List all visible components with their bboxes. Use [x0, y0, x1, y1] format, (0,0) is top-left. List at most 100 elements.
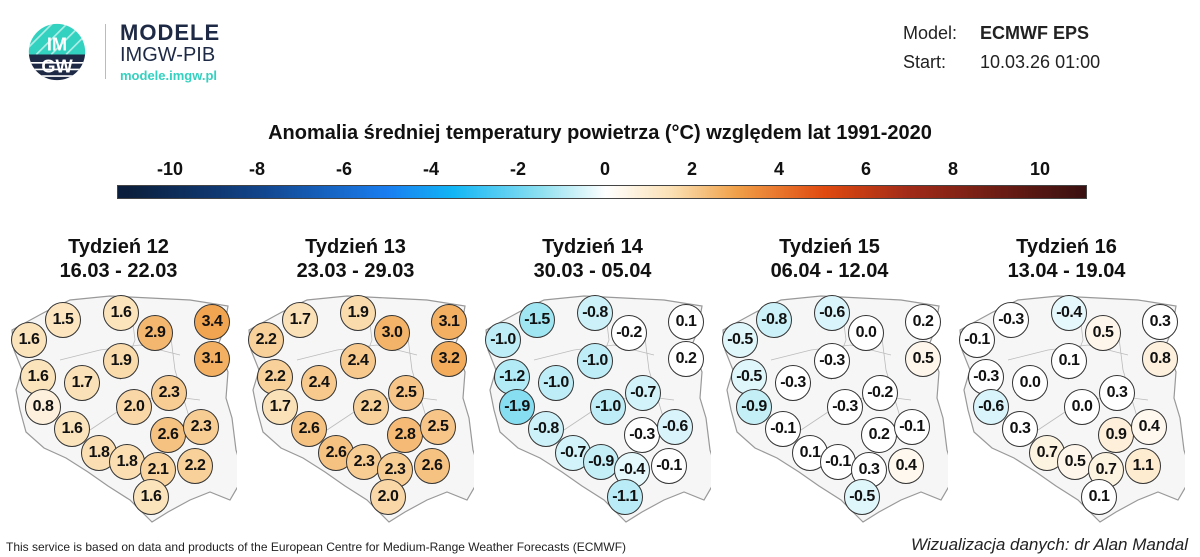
colorbar-tick-label: -2	[509, 159, 526, 179]
station-anomaly: 1.7	[262, 389, 298, 425]
station-anomaly: -0.6	[657, 409, 693, 445]
station-anomaly: 2.4	[301, 365, 337, 401]
svg-text:IM: IM	[47, 34, 67, 54]
week-header: Tydzień 13 23.03 - 29.03	[237, 235, 474, 283]
station-anomaly: 1.6	[54, 411, 90, 447]
week-header: Tydzień 15 06.04 - 12.04	[711, 235, 948, 283]
station-anomaly: 0.1	[1051, 343, 1087, 379]
brand-url[interactable]: modele.imgw.pl	[120, 68, 218, 83]
station-anomaly: 2.0	[370, 479, 406, 515]
week-map-16: Tydzień 16 13.04 - 19.04 -0.3 -0.4 -0.1 0.5 0…	[959, 0, 1199, 557]
station-anomaly: -0.3	[624, 417, 660, 453]
station-anomaly: 2.6	[414, 448, 450, 484]
station-anomaly: -1.1	[607, 479, 643, 515]
week-header: Tydzień 12 16.03 - 22.03	[0, 235, 237, 283]
station-anomaly: 2.4	[340, 343, 376, 379]
station-anomaly: -0.1	[651, 448, 687, 484]
station-anomaly: 1.1	[1125, 448, 1161, 484]
station-anomaly: 0.8	[1142, 341, 1178, 377]
colorbar-tick-label: -10	[156, 159, 183, 179]
station-anomaly: -0.9	[583, 444, 619, 480]
station-anomaly: 0.3	[1142, 304, 1178, 340]
station-anomaly: 1.6	[103, 295, 139, 331]
station-anomaly: 3.4	[194, 304, 230, 340]
station-anomaly: 2.5	[388, 375, 424, 411]
author-credit: Wizualizacja danych: dr Alan Mandal	[910, 535, 1188, 554]
station-anomaly: 0.2	[668, 341, 704, 377]
colorbar-tick-label: 10	[1029, 159, 1051, 179]
station-anomaly: 1.9	[340, 295, 376, 331]
station-anomaly: -0.6	[973, 389, 1009, 425]
week-label: Tydzień 15	[779, 236, 880, 258]
station-anomaly: 3.1	[194, 341, 230, 377]
station-anomaly: 0.5	[1085, 315, 1121, 351]
station-anomaly: -1.5	[519, 302, 555, 338]
station-anomaly: 2.2	[248, 322, 284, 358]
week-dates: 13.04 - 19.04	[1007, 260, 1126, 282]
station-anomaly: 2.5	[420, 409, 456, 445]
station-anomaly: 2.3	[151, 375, 187, 411]
station-anomaly: -0.1	[765, 411, 801, 447]
station-anomaly: 0.2	[861, 417, 897, 453]
station-anomaly: -0.3	[993, 302, 1029, 338]
week-map-13: Tydzień 13 23.03 - 29.03 1.7 1.9 2.2 3.0 3.1 3…	[248, 0, 488, 557]
station-anomaly: -0.6	[814, 295, 850, 331]
station-anomaly: -0.9	[736, 389, 772, 425]
map-title: Anomalia średniej temperatury powietrza …	[268, 122, 932, 144]
station-anomaly: 0.5	[905, 341, 941, 377]
station-anomaly: -0.7	[555, 435, 591, 471]
station-anomaly: -0.5	[844, 479, 880, 515]
station-anomaly: 0.0	[1012, 365, 1048, 401]
station-anomaly: -1.0	[577, 343, 613, 379]
week-dates: 30.03 - 05.04	[533, 260, 652, 282]
station-anomaly: 2.8	[387, 417, 423, 453]
model-value: ECMWF EPS	[980, 23, 1090, 43]
ecmwf-attribution: This service is based on data and produc…	[6, 540, 627, 554]
colorbar-tick-label: -4	[422, 159, 439, 179]
station-anomaly: 2.3	[346, 444, 382, 480]
station-anomaly: 0.4	[888, 448, 924, 484]
colorbar-tick-label: 4	[773, 159, 784, 179]
station-anomaly: -0.8	[756, 302, 792, 338]
svg-text:GW: GW	[41, 57, 73, 77]
start-label: Start:	[903, 52, 947, 72]
station-anomaly: -0.5	[722, 322, 758, 358]
station-anomaly: -0.1	[820, 444, 856, 480]
station-anomaly: 1.7	[282, 302, 318, 338]
station-anomaly: -0.3	[827, 389, 863, 425]
week-label: Tydzień 12	[68, 236, 169, 258]
station-anomaly: 0.4	[1131, 409, 1167, 445]
station-anomaly: 2.6	[150, 417, 186, 453]
station-anomaly: 1.6	[11, 322, 47, 358]
station-anomaly: -1.0	[485, 322, 521, 358]
station-anomaly: 0.0	[848, 315, 884, 351]
logo-divider	[105, 24, 106, 79]
colorbar	[117, 185, 1087, 199]
start-value: 10.03.26 01:00	[980, 52, 1101, 72]
colorbar-tick-label: 0	[599, 159, 610, 179]
week-label: Tydzień 16	[1016, 236, 1117, 258]
week-header: Tydzień 14 30.03 - 05.04	[474, 235, 711, 283]
station-anomaly: -0.1	[894, 409, 930, 445]
station-anomaly: -0.7	[625, 375, 661, 411]
week-label: Tydzień 14	[542, 236, 643, 258]
station-anomaly: 1.9	[103, 343, 139, 379]
station-anomaly: 1.5	[45, 302, 81, 338]
colorbar-tick-label: 6	[860, 159, 871, 179]
week-label: Tydzień 13	[305, 236, 406, 258]
brand-name: MODELE	[120, 20, 221, 45]
station-anomaly: -0.3	[775, 365, 811, 401]
week-map-14: Tydzień 14 30.03 - 05.04 -1.5 -0.8 -1.0 -0.2…	[485, 0, 725, 557]
station-anomaly: 0.9	[1098, 417, 1134, 453]
station-anomaly: -0.8	[577, 295, 613, 331]
station-anomaly: -0.3	[814, 343, 850, 379]
station-anomaly: 1.8	[109, 444, 145, 480]
week-dates: 06.04 - 12.04	[770, 260, 889, 282]
station-anomaly: 0.1	[668, 304, 704, 340]
station-anomaly: -0.4	[1051, 295, 1087, 331]
colorbar-tick-label: -8	[248, 159, 265, 179]
model-label: Model:	[903, 23, 958, 43]
station-anomaly: 3.0	[374, 315, 410, 351]
station-anomaly: 2.9	[137, 315, 173, 351]
